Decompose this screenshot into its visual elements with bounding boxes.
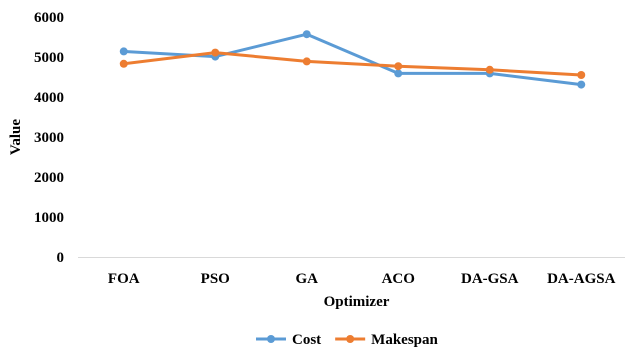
x-axis-title: Optimizer: [324, 294, 390, 310]
legend-swatch-marker: [267, 335, 275, 343]
y-tick-label: 3000: [34, 130, 64, 146]
x-tick-label: FOA: [108, 271, 140, 287]
data-point: [577, 80, 586, 89]
legend-swatch-marker: [346, 335, 355, 343]
x-axis-ticks: FOA PSO GA ACO DA-GSA DA-AGSA: [108, 271, 616, 287]
data-point: [394, 62, 403, 71]
data-point: [302, 30, 311, 39]
x-tick-label: GA: [296, 271, 319, 287]
data-point: [394, 69, 403, 78]
y-tick-label: 4000: [34, 90, 64, 106]
x-tick-label: DA-GSA: [461, 271, 519, 287]
legend-item-makespan: Makespan: [335, 332, 439, 348]
y-tick-label: 5000: [34, 50, 64, 66]
data-point: [119, 47, 128, 56]
data-point: [211, 48, 220, 57]
legend: Cost Makespan: [256, 332, 439, 348]
y-axis-title: Value: [8, 119, 24, 155]
data-point: [119, 59, 128, 68]
legend-label: Cost: [292, 332, 321, 348]
data-point: [485, 65, 494, 74]
x-tick-label: PSO: [201, 271, 230, 287]
legend-item-cost: Cost: [256, 332, 321, 348]
x-tick-label: ACO: [382, 271, 415, 287]
y-axis-ticks: 0 1000 2000 3000 4000 5000 6000: [34, 10, 64, 266]
series-cost: [119, 30, 586, 89]
series-line: [122, 51, 583, 77]
legend-label: Makespan: [371, 332, 438, 348]
y-tick-label: 1000: [34, 210, 64, 226]
x-tick-label: DA-AGSA: [547, 271, 616, 287]
series-makespan: [119, 48, 586, 79]
y-tick-label: 0: [57, 250, 65, 266]
data-point: [302, 57, 311, 66]
y-tick-label: 6000: [34, 10, 64, 26]
series-line: [122, 32, 583, 87]
series-layer: [119, 30, 586, 89]
data-point: [577, 71, 586, 79]
y-tick-label: 2000: [34, 170, 64, 186]
